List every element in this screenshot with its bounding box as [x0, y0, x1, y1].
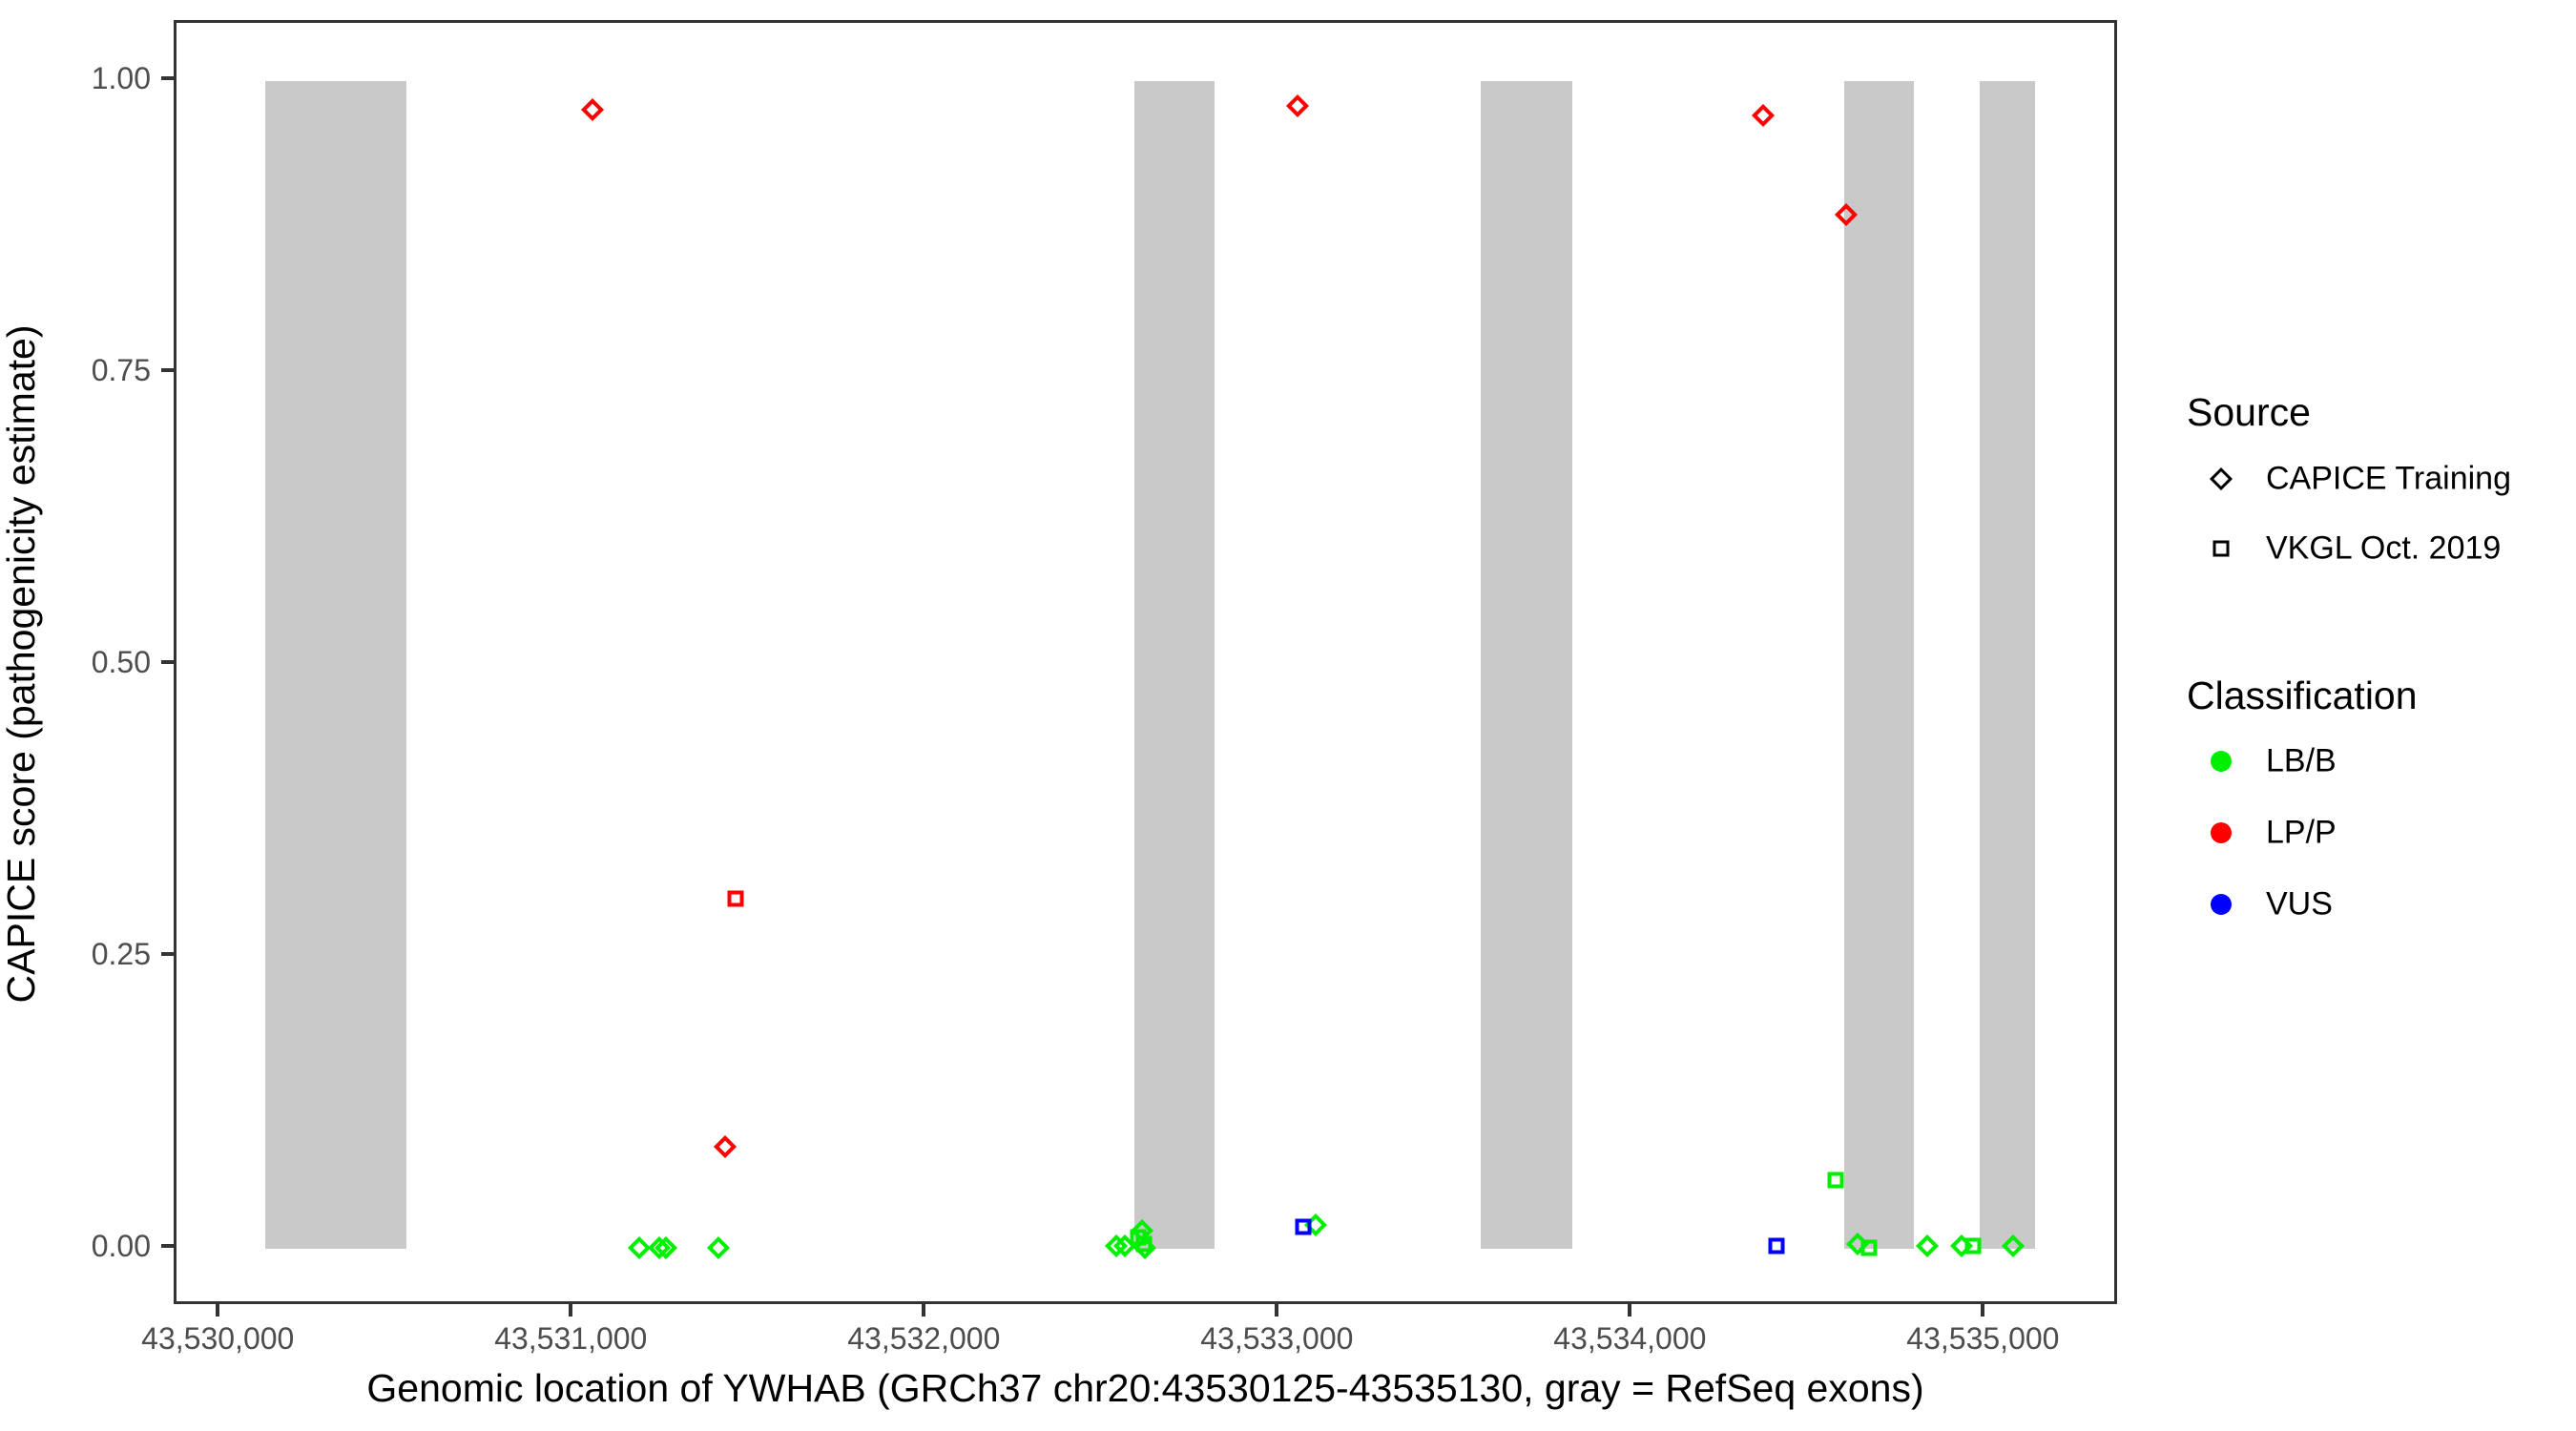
legend-item-label: LP/P — [2266, 814, 2337, 851]
x-tick-label: 43,531,000 — [494, 1321, 648, 1356]
exon-bar — [1134, 81, 1215, 1249]
x-tick-mark — [1275, 1304, 1279, 1317]
y-tick-label: 0.25 — [91, 936, 151, 971]
x-tick-label: 43,533,000 — [1200, 1321, 1354, 1356]
x-tick-label: 43,532,000 — [847, 1321, 1001, 1356]
y-tick-mark — [161, 368, 174, 373]
data-point — [1768, 1237, 1785, 1255]
y-tick-label: 0.75 — [91, 353, 151, 388]
y-tick-mark — [161, 1243, 174, 1248]
x-tick-mark — [1628, 1304, 1632, 1317]
y-tick-label: 1.00 — [91, 61, 151, 96]
data-point — [1964, 1237, 1982, 1255]
exon-bar — [264, 81, 406, 1249]
data-point — [581, 97, 605, 121]
legend-item-label: VUS — [2266, 885, 2333, 923]
legend-key-dot-icon — [2211, 822, 2232, 843]
y-tick-mark — [161, 76, 174, 81]
x-tick-mark — [922, 1304, 926, 1317]
legend-classification-title: Classification — [2187, 674, 2418, 717]
data-point — [1860, 1239, 1878, 1256]
plot-panel — [174, 20, 2117, 1304]
legend-item-label: LB/B — [2266, 742, 2337, 779]
legend-item-label: CAPICE Training — [2266, 460, 2511, 497]
x-tick-mark — [1981, 1304, 1985, 1317]
data-point — [1295, 1218, 1312, 1235]
data-point — [707, 1235, 731, 1259]
data-point — [1916, 1234, 1940, 1258]
legend-key-diamond-icon — [2209, 467, 2233, 491]
data-point — [1827, 1172, 1844, 1189]
legend-key-square-icon — [2212, 540, 2230, 557]
legend-key-dot-icon — [2211, 894, 2232, 915]
y-tick-mark — [161, 660, 174, 664]
x-tick-label: 43,535,000 — [1906, 1321, 2060, 1356]
exon-bar — [1980, 81, 2036, 1249]
legend-key-dot-icon — [2211, 751, 2232, 772]
y-tick-mark — [161, 951, 174, 956]
data-point — [1135, 1235, 1152, 1253]
exon-bar — [1480, 81, 1573, 1249]
data-point — [1286, 93, 1310, 117]
data-point — [727, 890, 744, 907]
y-tick-label: 0.00 — [91, 1228, 151, 1263]
x-tick-mark — [569, 1304, 573, 1317]
legend-source-title: Source — [2187, 390, 2311, 434]
x-axis-title: Genomic location of YWHAB (GRCh37 chr20:… — [366, 1366, 1924, 1410]
x-tick-label: 43,530,000 — [141, 1321, 295, 1356]
x-tick-label: 43,534,000 — [1553, 1321, 1707, 1356]
y-tick-label: 0.50 — [91, 645, 151, 679]
legend-item-label: VKGL Oct. 2019 — [2266, 529, 2502, 567]
plot-area — [177, 23, 2114, 1301]
data-point — [1751, 103, 1775, 127]
data-point — [714, 1135, 737, 1159]
x-tick-mark — [216, 1304, 220, 1317]
exon-bar — [1844, 81, 1914, 1249]
